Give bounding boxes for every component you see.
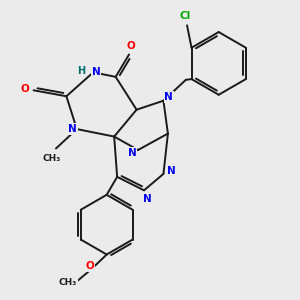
Text: N: N: [92, 68, 100, 77]
Text: N: N: [128, 148, 136, 158]
Text: O: O: [20, 84, 29, 94]
Text: O: O: [86, 262, 95, 272]
Text: O: O: [126, 41, 135, 51]
Text: H: H: [77, 66, 86, 76]
Text: N: N: [142, 194, 152, 204]
Text: N: N: [68, 124, 77, 134]
Text: N: N: [167, 167, 176, 176]
Text: CH₃: CH₃: [59, 278, 77, 287]
Text: Cl: Cl: [180, 11, 191, 21]
Text: CH₃: CH₃: [42, 154, 61, 163]
Text: N: N: [164, 92, 173, 102]
